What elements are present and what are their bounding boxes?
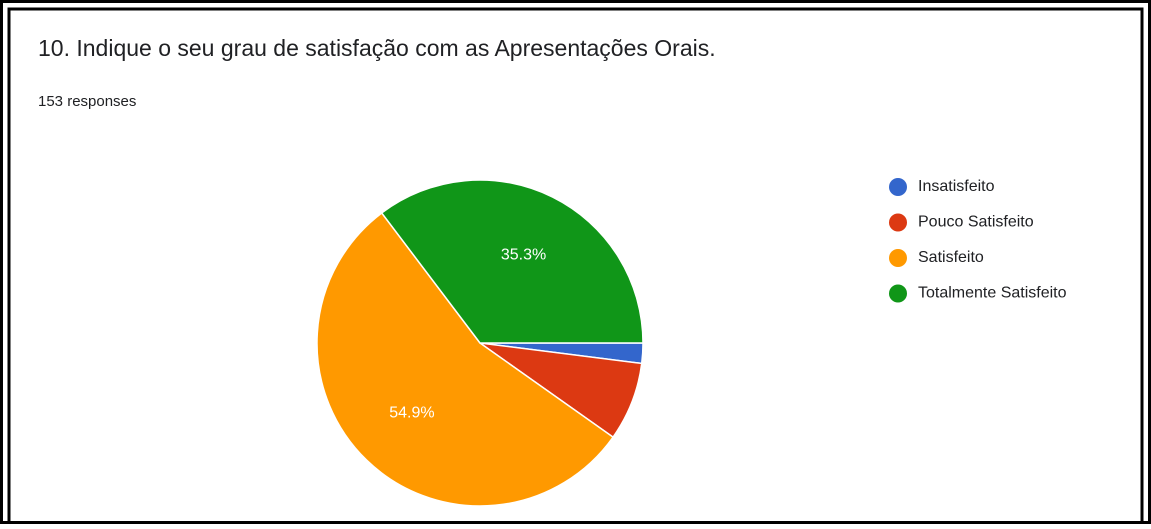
- legend-label: Pouco Satisfeito: [918, 214, 1034, 231]
- legend-marker: [889, 178, 907, 196]
- legend-marker: [889, 249, 907, 267]
- legend-label: Totalmente Satisfeito: [918, 285, 1067, 302]
- pie-slice: [380, 179, 644, 344]
- legend-marker: [889, 213, 907, 232]
- legend-label: Satisfeito: [918, 249, 984, 266]
- response-count: 153 responses: [38, 93, 136, 110]
- slice-label: 54.9%: [389, 404, 434, 421]
- legend-label: Insatisfeito: [918, 178, 995, 195]
- chart-title: 10. Indique o seu grau de satisfação com…: [38, 35, 716, 61]
- pie-slice: [316, 211, 615, 507]
- legend-marker: [889, 284, 907, 303]
- slice-label: 35.3%: [501, 247, 546, 264]
